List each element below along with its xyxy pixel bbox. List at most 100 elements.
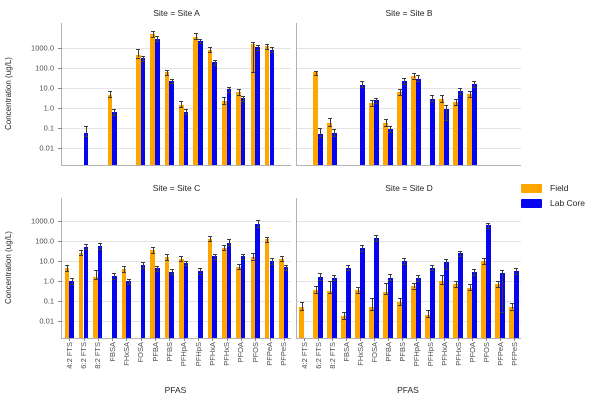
x-tick-mark bbox=[198, 338, 199, 341]
error-bar bbox=[210, 236, 211, 242]
error-bar-cap bbox=[318, 273, 323, 275]
bar-field-pfhxs bbox=[453, 284, 458, 338]
error-bar-cap bbox=[150, 30, 155, 32]
error-bar-cap bbox=[226, 91, 231, 93]
x-tick-mark bbox=[430, 338, 431, 341]
bar-field-pfoa bbox=[236, 266, 241, 338]
error-bar-cap bbox=[495, 287, 500, 288]
bar-lab-pfhps bbox=[198, 270, 203, 338]
error-bar-cap bbox=[198, 273, 203, 275]
error-bar bbox=[157, 266, 159, 271]
error-bar-cap bbox=[509, 302, 514, 304]
error-bar bbox=[441, 95, 443, 102]
x-tick-label: PFPeS bbox=[279, 342, 289, 366]
error-bar bbox=[71, 278, 73, 284]
gridline bbox=[62, 221, 291, 222]
x-tick-mark bbox=[500, 338, 501, 341]
error-bar-cap bbox=[500, 311, 505, 313]
x-tick-label: FBSA bbox=[341, 342, 351, 362]
error-bar-cap bbox=[184, 108, 188, 110]
x-tick-label: 4:2 FTS bbox=[299, 342, 309, 369]
error-bar-cap bbox=[472, 274, 477, 276]
y-tick-label: 0.01 bbox=[39, 316, 54, 326]
bar-lab-pfba bbox=[155, 268, 160, 338]
error-bar bbox=[441, 275, 443, 284]
error-bar-cap bbox=[318, 128, 323, 129]
error-bar bbox=[343, 311, 345, 319]
error-bar-cap bbox=[83, 135, 88, 137]
y-tick-mark bbox=[58, 261, 62, 262]
error-bar bbox=[427, 310, 429, 318]
error-bar bbox=[257, 44, 259, 50]
error-bar bbox=[376, 235, 378, 241]
error-bar-cap bbox=[383, 126, 388, 127]
error-bar bbox=[460, 87, 462, 94]
error-bar-cap bbox=[79, 250, 84, 252]
x-tick-label: PFHpS bbox=[425, 342, 435, 367]
gridline bbox=[297, 321, 521, 322]
error-bar-cap bbox=[397, 88, 402, 90]
error-bar-cap bbox=[416, 81, 421, 83]
x-tick-label: FOSA bbox=[136, 342, 146, 363]
facet-panel-site-site-a: 1000.0 100.0 10.0 1.0 0.1 0.01 Site = Site A bbox=[31, 8, 291, 166]
error-bar bbox=[152, 246, 154, 253]
error-bar bbox=[100, 243, 102, 249]
x-tick-mark bbox=[514, 338, 515, 341]
error-bar-cap bbox=[360, 81, 365, 83]
error-bar-cap bbox=[388, 273, 393, 275]
y-axis-label-bottom-row: Concentration (ug/L) bbox=[4, 231, 13, 305]
error-bar-cap bbox=[222, 97, 227, 99]
error-bar bbox=[469, 91, 471, 97]
error-bar-cap bbox=[208, 47, 212, 49]
error-bar-cap bbox=[241, 100, 246, 102]
error-bar bbox=[483, 257, 485, 264]
error-bar bbox=[114, 272, 116, 279]
error-bar-cap bbox=[179, 100, 184, 102]
bar-lab-pfhxa bbox=[444, 262, 449, 338]
error-bar-cap bbox=[269, 47, 274, 49]
legend-label-field: Field bbox=[550, 183, 569, 193]
error-bar-cap bbox=[141, 267, 145, 269]
gridline bbox=[297, 241, 521, 242]
y-axis-label-top-row: Concentration (ug/L) bbox=[4, 57, 13, 131]
bar-field-6-2-fts bbox=[313, 72, 318, 165]
error-bar-cap bbox=[165, 253, 169, 255]
y-tick-mark bbox=[58, 108, 62, 109]
error-bar-cap bbox=[269, 52, 274, 54]
error-bar-cap bbox=[402, 263, 407, 265]
error-bar-cap bbox=[83, 126, 88, 128]
error-bar-cap bbox=[93, 279, 98, 281]
error-bar bbox=[85, 244, 87, 250]
x-tick-mark bbox=[332, 338, 333, 341]
error-bar-cap bbox=[458, 94, 463, 95]
error-bar-cap bbox=[397, 297, 402, 299]
bar-field-fhxsa bbox=[121, 269, 127, 338]
x-tick-label: PFHxS bbox=[222, 342, 232, 366]
bar-lab-8-2-fts bbox=[97, 246, 103, 338]
legend-label-lab-core: Lab Core bbox=[550, 198, 585, 208]
error-bar bbox=[418, 275, 420, 281]
error-bar-cap bbox=[486, 223, 491, 224]
error-bar-cap bbox=[313, 292, 318, 294]
x-tick-label: FHxSA bbox=[355, 342, 365, 366]
x-tick-mark bbox=[97, 338, 99, 341]
error-bar-cap bbox=[69, 284, 74, 285]
error-bar-cap bbox=[98, 248, 103, 250]
error-bar bbox=[214, 59, 216, 65]
x-tick-mark bbox=[126, 338, 128, 341]
bar-field-pfbs bbox=[164, 72, 170, 165]
bar-field-pfpes bbox=[279, 258, 284, 338]
error-bar bbox=[171, 78, 173, 84]
error-bar-cap bbox=[299, 309, 304, 311]
error-bar-cap bbox=[374, 235, 379, 237]
error-bar bbox=[315, 70, 317, 76]
y-tick-mark bbox=[58, 221, 62, 222]
error-bar-cap bbox=[416, 280, 421, 282]
error-bar bbox=[243, 95, 245, 101]
error-bar-cap bbox=[222, 245, 227, 247]
bar-field-pfhxa bbox=[439, 99, 444, 165]
error-bar-cap bbox=[341, 311, 346, 313]
gridline bbox=[297, 148, 521, 149]
error-bar-cap bbox=[495, 281, 500, 282]
x-tick-label: PFHpA bbox=[411, 342, 421, 367]
